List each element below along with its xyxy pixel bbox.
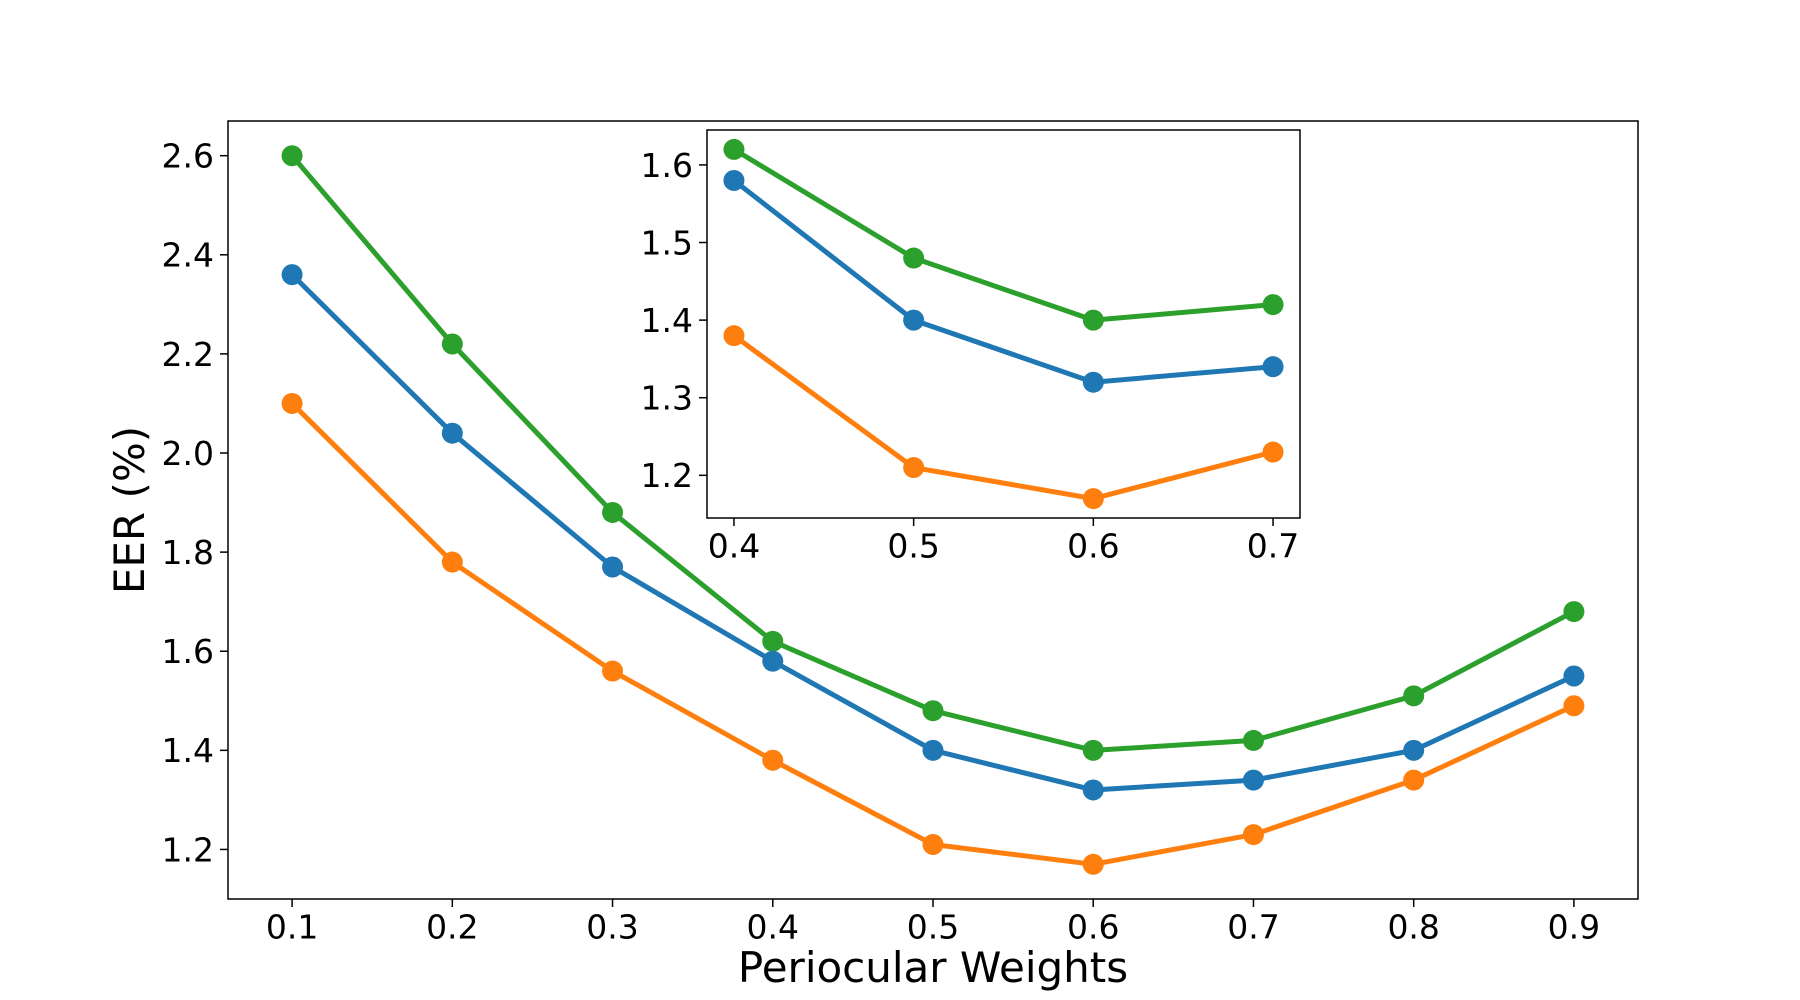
main-series-blue-point	[1082, 779, 1104, 801]
main-y-tick-label: 1.4	[162, 731, 214, 770]
inset-series-blue-point	[903, 309, 925, 331]
inset-y-tick-label: 1.6	[641, 146, 693, 185]
main-y-tick-label: 2.4	[162, 236, 214, 275]
main-series-orange-point	[441, 551, 463, 573]
inset-x-tick-label: 0.6	[1067, 526, 1119, 565]
inset-series-green-point	[1082, 309, 1104, 331]
main-x-tick-label: 0.3	[586, 907, 638, 946]
main-series-group	[281, 145, 1585, 875]
inset-series-blue-point	[1262, 356, 1284, 378]
inset-x-tick-label: 0.7	[1247, 526, 1299, 565]
main-x-tick-label: 0.9	[1548, 907, 1600, 946]
main-series-orange-point	[281, 392, 303, 414]
main-series-blue-point	[1563, 665, 1585, 687]
inset-series-orange-line	[731, 333, 1276, 502]
inset-y-tick-label: 1.2	[641, 456, 693, 495]
main-x-tick-label: 0.1	[266, 907, 318, 946]
main-series-green-point	[762, 630, 784, 652]
main-series-green-point	[602, 501, 624, 523]
main-x-tick-label: 0.2	[426, 907, 478, 946]
main-series-orange-point	[1563, 695, 1585, 717]
main-series-green-point	[441, 333, 463, 355]
main-series-blue-point	[762, 650, 784, 672]
inset-series-green-line	[731, 146, 1276, 323]
main-x-tick-label: 0.7	[1227, 907, 1279, 946]
main-x-tick-label: 0.8	[1387, 907, 1439, 946]
inset-x-ticks: 0.4 0.5 0.6 0.7	[708, 518, 1299, 565]
main-series-orange-point	[1082, 853, 1104, 875]
main-series-blue-point	[1242, 769, 1264, 791]
inset-series-orange-point	[1262, 441, 1284, 463]
main-series-orange-point	[1403, 769, 1425, 791]
inset-series-green-point	[903, 247, 925, 269]
x-axis-label: Periocular Weights	[738, 943, 1128, 992]
main-series-blue-point	[602, 556, 624, 578]
main-series-green-point	[1082, 739, 1104, 761]
main-series-green-point	[1242, 729, 1264, 751]
main-x-tick-label: 0.6	[1067, 907, 1119, 946]
inset-series-orange-point	[903, 457, 925, 479]
inset-series-orange-point	[723, 325, 745, 347]
main-y-tick-label: 1.6	[162, 632, 214, 671]
main-y-tick-label: 2.6	[162, 137, 214, 176]
inset-y-tick-label: 1.3	[641, 379, 693, 418]
inset-plot-frame	[706, 129, 1301, 519]
inset-series-orange-point	[1082, 488, 1104, 510]
main-y-tick-label: 2.2	[162, 335, 214, 374]
inset-x-tick-label: 0.5	[887, 526, 939, 565]
inset-plot: 0.4 0.5 0.6 0.7 1.2 1.3 1.4 1.5 1.6	[641, 129, 1301, 565]
main-series-green-point	[1403, 685, 1425, 707]
inset-x-tick-label: 0.4	[708, 526, 760, 565]
main-x-ticks: 0.1 0.2 0.3 0.4 0.5 0.6 0.7 0.8 0.9	[266, 899, 1600, 946]
main-plot: 0.1 0.2 0.3 0.4 0.5 0.6 0.7 0.8 0.9 1.2 1.4 1.6 1.8…	[105, 120, 1639, 992]
main-x-tick-label: 0.4	[747, 907, 799, 946]
main-y-tick-label: 1.8	[162, 533, 214, 572]
inset-series-group	[723, 138, 1284, 510]
main-y-ticks: 1.2 1.4 1.6 1.8 2.0 2.2 2.4 2.6	[162, 137, 228, 869]
inset-series-blue-line	[731, 177, 1276, 385]
inset-series-blue-point	[723, 169, 745, 191]
inset-y-tick-label: 1.5	[641, 223, 693, 262]
main-x-tick-label: 0.5	[907, 907, 959, 946]
main-y-tick-label: 1.2	[162, 830, 214, 869]
main-series-green-point	[1563, 601, 1585, 623]
main-series-blue-point	[281, 264, 303, 286]
y-axis-label: EER (%)	[105, 426, 154, 594]
main-series-blue-point	[441, 422, 463, 444]
main-series-green-point	[281, 145, 303, 167]
main-series-orange-point	[1242, 824, 1264, 846]
inset-y-tick-label: 1.4	[641, 301, 693, 340]
main-y-tick-label: 2.0	[162, 434, 214, 473]
main-series-blue-point	[1403, 739, 1425, 761]
inset-series-blue-point	[1082, 371, 1104, 393]
inset-series-green-point	[1262, 294, 1284, 316]
main-series-orange-point	[922, 833, 944, 855]
inset-series-green-point	[723, 138, 745, 160]
main-series-orange-point	[602, 660, 624, 682]
main-series-green-point	[922, 700, 944, 722]
main-series-blue-point	[922, 739, 944, 761]
main-series-orange-point	[762, 749, 784, 771]
inset-y-ticks: 1.2 1.3 1.4 1.5 1.6	[641, 146, 707, 495]
